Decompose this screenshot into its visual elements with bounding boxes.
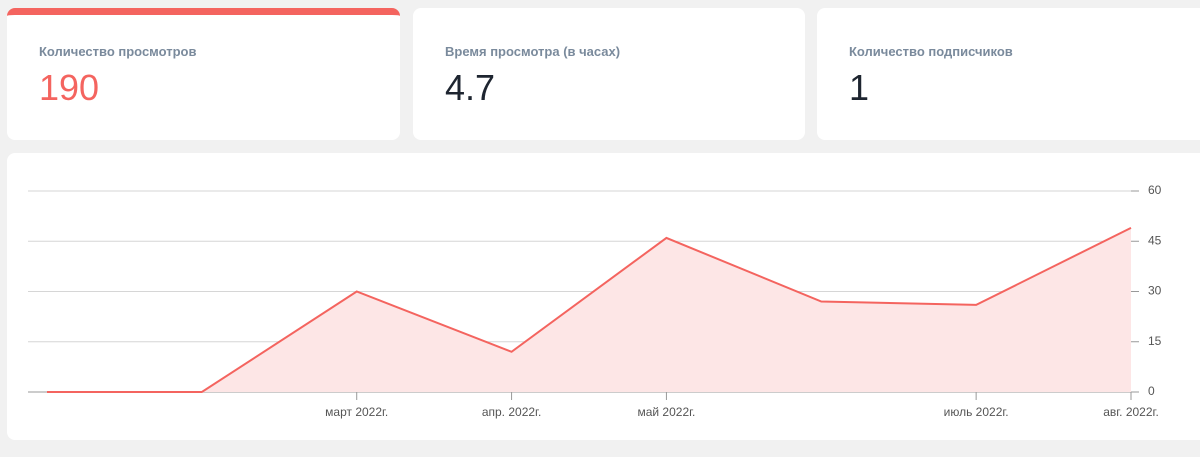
x-tick-label: май 2022г. — [637, 405, 695, 419]
stat-value: 4.7 — [445, 67, 496, 108]
stat-card: Время просмотра (в часах) 4.7 — [413, 8, 805, 140]
area — [47, 227, 1131, 392]
x-tick-label: март 2022г. — [325, 405, 388, 419]
stat-value: 190 — [39, 67, 100, 108]
stat-value: 1 — [849, 67, 870, 108]
x-tick-label: авг. 2022г. — [1103, 405, 1159, 419]
line — [47, 226, 1132, 393]
stat-label: Время просмотра (в часах) — [445, 44, 621, 59]
stat-card: Количество подписчиков 1 — [817, 8, 1200, 140]
y-tick-label: 60 — [1148, 183, 1162, 197]
y-tick-label: 45 — [1148, 233, 1162, 247]
stat-label: Количество подписчиков — [849, 44, 1013, 59]
stat-card: Количество просмотров 190 — [7, 8, 400, 140]
y-tick-label: 15 — [1148, 334, 1162, 348]
x-tick-label: июль 2022г. — [944, 405, 1009, 419]
stat-label: Количество просмотров — [39, 44, 197, 59]
x-tick-label: апр. 2022г. — [482, 405, 541, 419]
y-tick-label: 0 — [1148, 384, 1155, 398]
y-tick-label: 30 — [1148, 284, 1162, 298]
